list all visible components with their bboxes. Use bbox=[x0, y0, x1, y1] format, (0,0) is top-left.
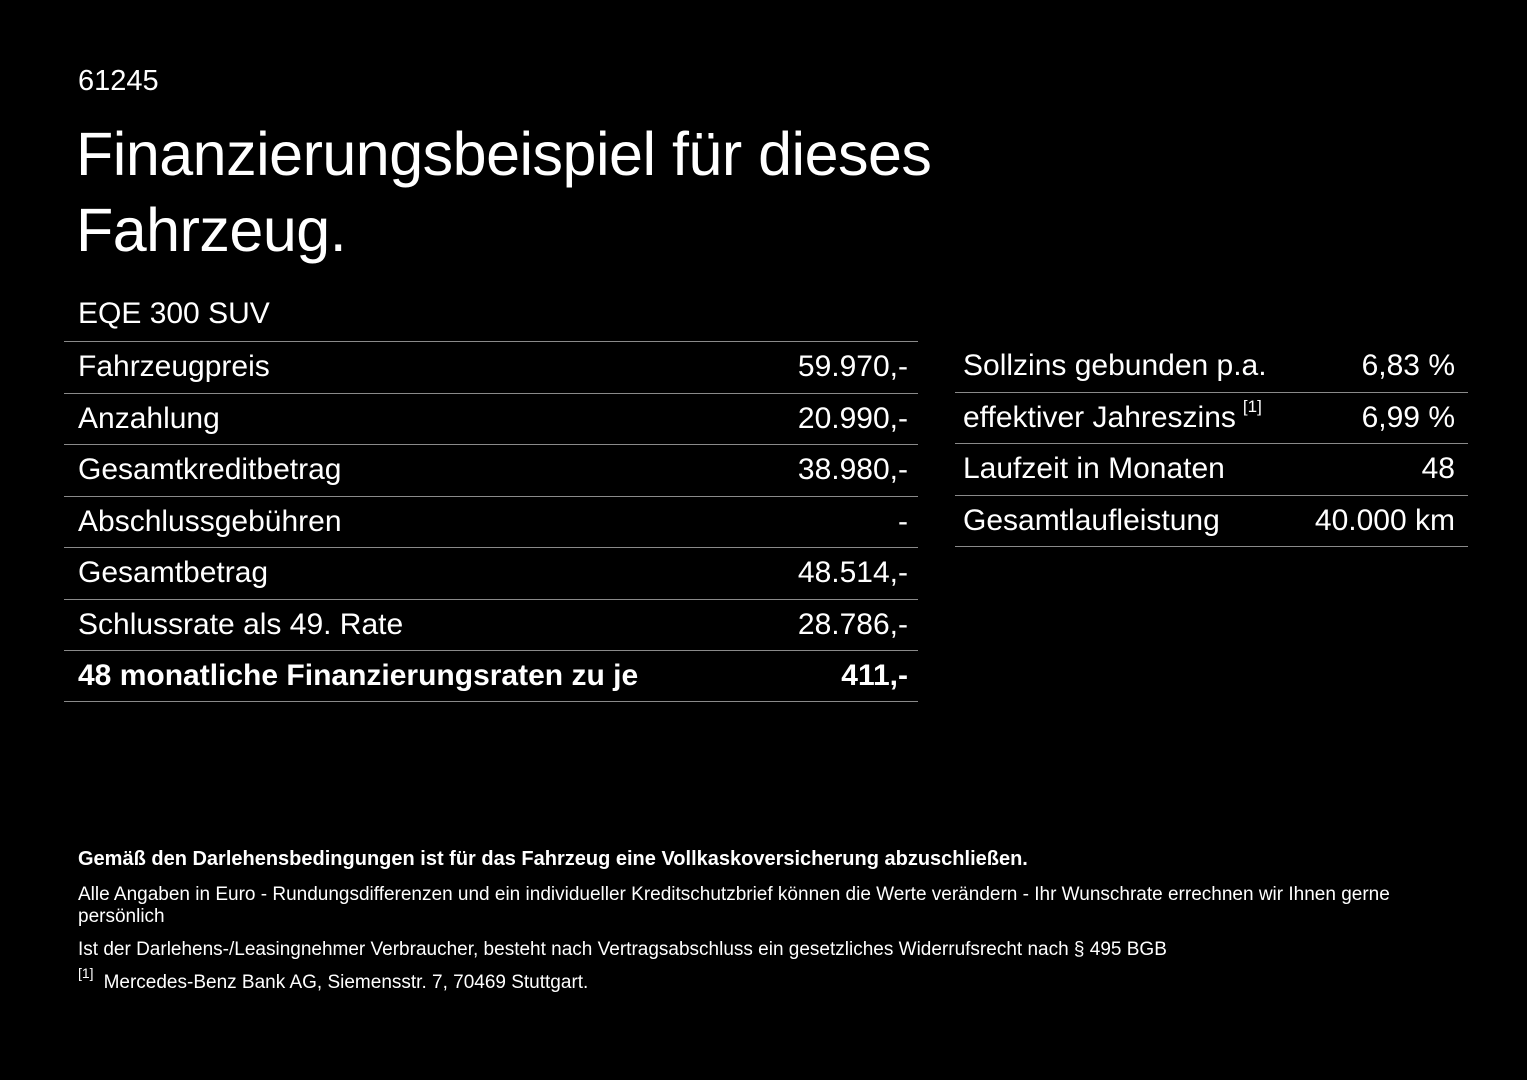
row-label: Abschlussgebühren bbox=[78, 504, 342, 538]
row-value: 48.514,- bbox=[797, 556, 908, 590]
row-value: 6,99 % bbox=[1361, 400, 1455, 434]
document-number: 61245 bbox=[78, 65, 159, 97]
row-value: 40.000 km bbox=[1314, 503, 1455, 537]
page-title-line1: Finanzierungsbeispiel für dieses bbox=[76, 120, 932, 188]
row-value: 411,- bbox=[841, 658, 908, 692]
row-value: 20.990,- bbox=[797, 401, 908, 435]
row-label: Schlussrate als 49. Rate bbox=[78, 607, 404, 641]
table-row: Fahrzeugpreis 59.970,- bbox=[64, 341, 918, 393]
row-label: effektiver Jahreszins [1] bbox=[963, 396, 1262, 434]
footer-footnote: [1] Mercedes-Benz Bank AG, Siemensstr. 7,… bbox=[78, 966, 1478, 994]
row-value: 48 bbox=[1421, 452, 1455, 486]
vehicle-model: EQE 300 SUV bbox=[78, 297, 270, 330]
footer-euro-note: Alle Angaben in Euro - Rundungsdifferenz… bbox=[78, 884, 1390, 927]
row-value: 38.980,- bbox=[797, 453, 908, 487]
table-row: Anzahlung 20.990,- bbox=[64, 392, 918, 445]
footnote-text: Mercedes-Benz Bank AG, Siemensstr. 7, 70… bbox=[103, 972, 589, 993]
table-row: Sollzins gebunden p.a. 6,83 % bbox=[955, 341, 1468, 393]
table-row: 48 monatliche Finanzierungsraten zu je 41… bbox=[64, 650, 918, 702]
table-row: Gesamtlaufleistung 40.000 km bbox=[955, 496, 1468, 547]
row-label: 48 monatliche Finanzierungsraten zu je bbox=[78, 658, 639, 692]
table-row: effektiver Jahreszins [1] 6,99 % bbox=[955, 393, 1468, 444]
row-value: 59.970,- bbox=[797, 350, 908, 384]
footnote-marker: [1] bbox=[1242, 396, 1262, 416]
page-title: Finanzierungsbeispiel für dieses Fahrzeu… bbox=[76, 116, 932, 268]
row-label: Laufzeit in Monaten bbox=[963, 452, 1225, 486]
table-row: Gesamtkreditbetrag 38.980,- bbox=[64, 444, 918, 496]
table-row: Laufzeit in Monaten 48 bbox=[955, 444, 1468, 496]
row-label: Fahrzeugpreis bbox=[78, 350, 270, 384]
footnote-marker: [1] bbox=[78, 964, 94, 981]
row-value: 28.786,- bbox=[797, 607, 908, 641]
row-value: - bbox=[898, 504, 908, 538]
row-label: Gesamtbetrag bbox=[78, 556, 269, 590]
finance-table: Fahrzeugpreis 59.970,- Anzahlung 20.990,- Ge… bbox=[64, 341, 918, 702]
row-value: 6,83 % bbox=[1361, 349, 1455, 383]
footer: Gemäß den Darlehensbedingungen ist für d… bbox=[78, 848, 1478, 994]
footer-insurance-note: Gemäß den Darlehensbedingungen ist für d… bbox=[78, 848, 1028, 870]
table-row: Abschlussgebühren - bbox=[64, 495, 918, 548]
row-label: Sollzins gebunden p.a. bbox=[963, 349, 1267, 383]
page-title-line2: Fahrzeug. bbox=[76, 196, 347, 264]
table-row: Schlussrate als 49. Rate 28.786,- bbox=[64, 598, 918, 651]
footer-withdrawal-note: Ist der Darlehens-/Leasingnehmer Verbrau… bbox=[78, 939, 1167, 960]
conditions-table: Sollzins gebunden p.a. 6,83 % effektiver J… bbox=[955, 341, 1468, 547]
row-label: Anzahlung bbox=[78, 401, 220, 435]
row-label: Gesamtkreditbetrag bbox=[78, 453, 342, 487]
row-label: Gesamtlaufleistung bbox=[963, 503, 1220, 537]
table-row: Gesamtbetrag 48.514,- bbox=[64, 547, 918, 599]
